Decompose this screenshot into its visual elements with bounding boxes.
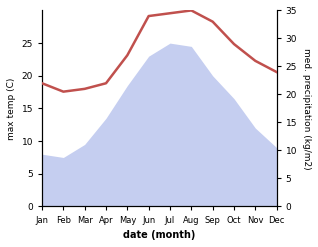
X-axis label: date (month): date (month) — [123, 230, 196, 240]
Y-axis label: med. precipitation (kg/m2): med. precipitation (kg/m2) — [302, 48, 311, 169]
Y-axis label: max temp (C): max temp (C) — [7, 77, 16, 140]
